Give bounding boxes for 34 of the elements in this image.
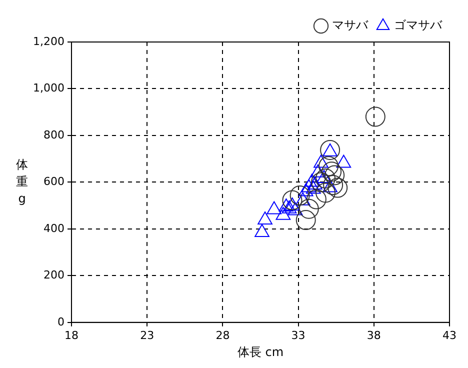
point bbox=[320, 140, 340, 160]
y-tick-label: 1,000 bbox=[32, 82, 64, 95]
y-tick-label: 200 bbox=[43, 268, 64, 282]
legend-label: マサバ bbox=[332, 18, 369, 32]
point bbox=[365, 106, 386, 127]
y-tick-label: 800 bbox=[43, 128, 64, 142]
y-tick-label: 400 bbox=[43, 222, 64, 235]
point bbox=[328, 178, 348, 198]
point bbox=[301, 179, 316, 192]
point bbox=[316, 168, 336, 188]
x-axis-title: 体長 cm bbox=[237, 344, 284, 359]
point bbox=[276, 206, 291, 220]
point bbox=[288, 202, 303, 216]
x-tick-label: 28 bbox=[216, 328, 230, 342]
y-tick-label: 0 bbox=[57, 315, 64, 328]
point bbox=[258, 212, 272, 225]
x-tick-label: 43 bbox=[442, 328, 456, 342]
point bbox=[318, 156, 339, 176]
y-axis-title: 体重 g bbox=[16, 157, 28, 206]
point bbox=[310, 164, 326, 178]
point bbox=[304, 174, 320, 187]
point bbox=[266, 201, 282, 214]
point bbox=[324, 165, 345, 186]
x-tick-label: 18 bbox=[64, 328, 78, 342]
point bbox=[336, 154, 352, 168]
y-tick-label: 1,200 bbox=[32, 34, 64, 48]
y-tick-label: 600 bbox=[43, 175, 64, 188]
x-tick-label: 33 bbox=[291, 328, 306, 342]
point bbox=[322, 162, 342, 182]
point bbox=[254, 224, 270, 237]
x-tick-label: 38 bbox=[366, 328, 381, 342]
legend-label: ゴマサバ bbox=[394, 18, 443, 32]
x-tick-label: 23 bbox=[140, 328, 154, 342]
point bbox=[310, 172, 331, 192]
